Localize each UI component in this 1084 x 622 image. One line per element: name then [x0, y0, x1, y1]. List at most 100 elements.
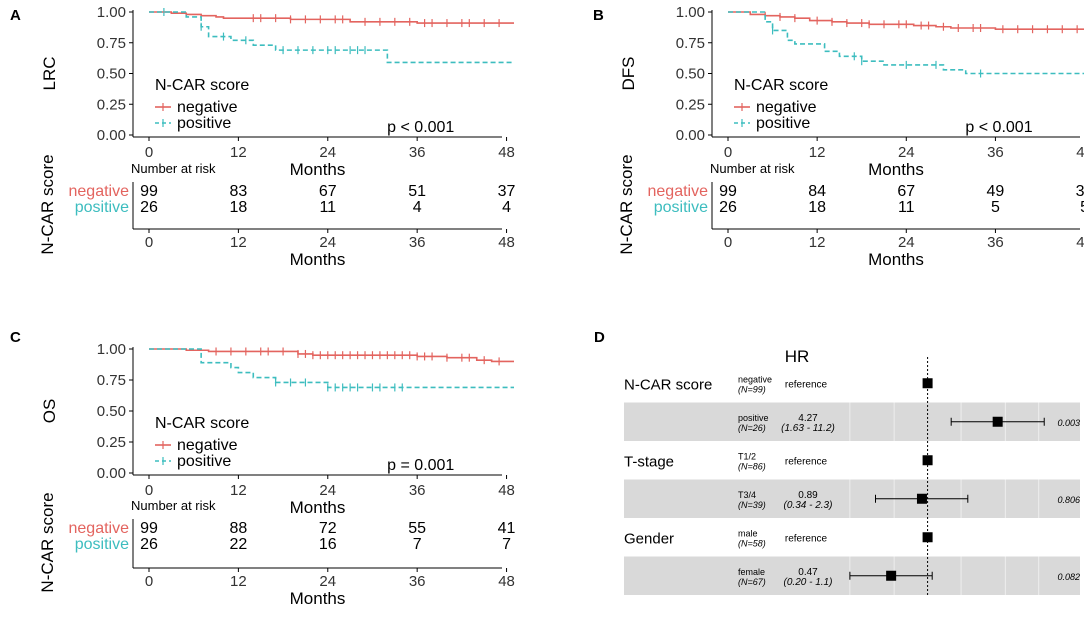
x-tick-label: 12 — [230, 482, 247, 499]
y-axis-label: OS — [40, 399, 59, 424]
risk-count-positive: 7 — [413, 536, 422, 553]
risk-count-positive: 4 — [413, 199, 422, 216]
risk-y-axis-label: N-CAR score — [38, 492, 57, 592]
risk-row-label-positive: positive — [75, 536, 129, 553]
km-panel-A: A 0.00 0.25 0.50 0.75 1.00 0 12 24 36 48 Months LRC N… — [10, 4, 516, 269]
x-tick-label: 36 — [987, 144, 1004, 161]
forest-hr-text: reference — [785, 456, 828, 467]
risk-header: Number at risk — [131, 161, 216, 176]
x-tick-label: 0 — [145, 482, 153, 499]
forest-ci-text: (1.63 - 11.2) — [781, 423, 835, 434]
forest-n: (N=67) — [738, 577, 766, 587]
forest-n: (N=26) — [738, 423, 766, 433]
x-axis-label: Months — [868, 160, 924, 179]
forest-level: male — [738, 528, 758, 538]
legend-title: N-CAR score — [155, 77, 249, 94]
risk-count-negative: 84 — [808, 183, 826, 200]
x-tick-label: 24 — [319, 482, 336, 499]
panel-label: A — [10, 7, 21, 24]
risk-x-axis-label: Months — [290, 589, 346, 608]
y-tick-label: 1.00 — [97, 4, 126, 21]
risk-count-positive: 16 — [319, 536, 337, 553]
risk-count-negative: 67 — [319, 183, 337, 200]
forest-variable: T-stage — [624, 453, 674, 470]
forest-hr-text: 4.27 — [798, 413, 818, 424]
forest-level: negative — [738, 374, 772, 384]
y-tick-label: 0.75 — [97, 35, 126, 52]
legend-title: N-CAR score — [155, 415, 249, 432]
risk-count-positive: 5 — [991, 199, 1000, 216]
risk-x-tick-label: 12 — [809, 234, 826, 251]
km-curve-positive — [149, 348, 514, 389]
risk-x-tick-label: 48 — [498, 234, 515, 251]
km-curve-negative — [149, 348, 514, 363]
legend-label-negative: negative — [177, 437, 238, 454]
forest-p-value: 0.082 — [1057, 572, 1080, 582]
forest-header: HR — [785, 347, 810, 366]
x-tick-label: 24 — [319, 144, 336, 161]
forest-n: (N=39) — [738, 500, 766, 510]
risk-x-tick-label: 36 — [987, 234, 1004, 251]
risk-row-label-positive: positive — [75, 199, 129, 216]
panel-label: D — [594, 329, 605, 346]
risk-count-negative: 88 — [229, 520, 247, 537]
y-tick-label: 1.00 — [676, 4, 705, 21]
y-tick-label: 0.25 — [97, 434, 126, 451]
x-tick-label: 48 — [498, 144, 515, 161]
risk-count-positive: 11 — [898, 199, 915, 216]
risk-y-axis-label: N-CAR score — [617, 154, 636, 254]
risk-count-negative: 41 — [498, 520, 516, 537]
x-tick-label: 36 — [409, 144, 426, 161]
legend-label-negative: negative — [177, 99, 238, 116]
y-tick-label: 0.50 — [97, 403, 126, 420]
x-tick-label: 48 — [1076, 144, 1084, 161]
risk-x-tick-label: 36 — [409, 573, 426, 590]
legend-title: N-CAR score — [734, 77, 828, 94]
legend-label-positive: positive — [177, 115, 231, 132]
risk-header: Number at risk — [131, 498, 216, 513]
x-tick-label: 0 — [724, 144, 732, 161]
risk-y-axis-label: N-CAR score — [38, 154, 57, 254]
forest-ci-text: (0.34 - 2.3) — [784, 500, 833, 511]
forest-ci-text: (0.20 - 1.1) — [784, 577, 833, 588]
risk-count-negative: 72 — [319, 520, 337, 537]
forest-variable: Gender — [624, 530, 674, 547]
risk-x-tick-label: 12 — [230, 234, 247, 251]
x-tick-label: 36 — [409, 482, 426, 499]
risk-header: Number at risk — [710, 161, 795, 176]
legend-label-negative: negative — [756, 99, 817, 116]
risk-count-negative: 49 — [987, 183, 1005, 200]
x-axis-label: Months — [290, 498, 346, 517]
forest-point-estimate — [922, 455, 933, 466]
forest-p-value: 0.003 — [1057, 418, 1080, 428]
forest-n: (N=86) — [738, 461, 766, 471]
y-tick-label: 1.00 — [97, 341, 126, 358]
risk-count-negative: 37 — [498, 183, 516, 200]
forest-point-estimate — [922, 532, 933, 543]
panel-label: B — [593, 7, 604, 24]
risk-row-label-negative: negative — [69, 183, 130, 200]
risk-x-axis-label: Months — [290, 250, 346, 269]
legend-label-positive: positive — [177, 453, 231, 470]
km-curve-positive — [728, 11, 1084, 75]
risk-count-negative: 83 — [229, 183, 247, 200]
risk-count-positive: 26 — [140, 536, 158, 553]
forest-level: female — [738, 567, 765, 577]
risk-count-positive: 18 — [808, 199, 826, 216]
y-axis-label: LRC — [40, 56, 59, 90]
y-tick-label: 0.00 — [676, 127, 705, 144]
y-tick-label: 0.25 — [97, 96, 126, 113]
forest-level: positive — [738, 413, 769, 423]
risk-x-tick-label: 24 — [319, 573, 336, 590]
forest-hr-text: 0.47 — [798, 567, 818, 578]
risk-x-tick-label: 48 — [1076, 234, 1084, 251]
forest-point-estimate — [916, 493, 927, 504]
x-tick-label: 12 — [230, 144, 247, 161]
x-axis-label: Months — [290, 160, 346, 179]
forest-point-estimate — [992, 416, 1003, 427]
x-tick-label: 0 — [145, 144, 153, 161]
risk-x-tick-label: 36 — [409, 234, 426, 251]
km-panel-C: C 0.00 0.25 0.50 0.75 1.00 0 12 24 36 48 Months OS N-… — [10, 329, 516, 608]
forest-hr-text: 0.89 — [798, 490, 818, 501]
